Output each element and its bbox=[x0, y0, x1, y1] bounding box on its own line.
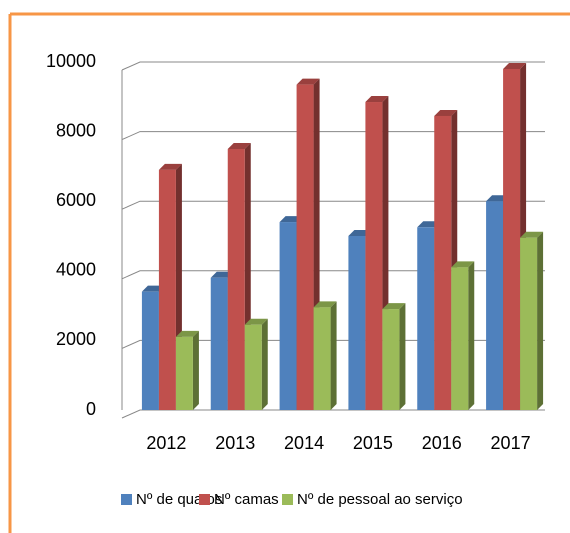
x-tick-label: 2017 bbox=[491, 433, 531, 453]
bar bbox=[520, 237, 538, 410]
bar-top bbox=[434, 109, 458, 116]
bar-side bbox=[537, 231, 544, 410]
bar-side bbox=[261, 318, 268, 410]
bar bbox=[451, 267, 469, 410]
bar-top bbox=[175, 330, 199, 337]
y-tick-label: 8000 bbox=[56, 120, 96, 140]
bar-side bbox=[330, 301, 337, 410]
bar bbox=[313, 307, 331, 410]
grid-line bbox=[121, 409, 545, 419]
bar-top bbox=[503, 62, 527, 69]
grid-line bbox=[121, 131, 545, 141]
bar bbox=[210, 277, 228, 410]
bar-side bbox=[192, 330, 199, 410]
bar bbox=[141, 291, 159, 410]
y-tick-label: 2000 bbox=[56, 329, 96, 349]
bar-top bbox=[382, 303, 406, 310]
x-tick-label: 2013 bbox=[215, 433, 255, 453]
x-tick-label: 2012 bbox=[146, 433, 186, 453]
legend-label: Nº de pessoal ao serviço bbox=[297, 491, 463, 508]
y-tick-label: 10000 bbox=[46, 51, 96, 71]
bar bbox=[227, 149, 245, 410]
bar bbox=[244, 324, 262, 410]
grid-line bbox=[121, 200, 545, 210]
bar-side bbox=[468, 261, 475, 410]
grid-line bbox=[121, 339, 545, 349]
grid-line bbox=[121, 61, 545, 71]
bar-side bbox=[399, 303, 406, 410]
bar-top bbox=[313, 301, 337, 308]
bar bbox=[175, 336, 193, 410]
y-tick-label: 6000 bbox=[56, 190, 96, 210]
bar-top bbox=[365, 96, 389, 103]
x-tick-label: 2016 bbox=[422, 433, 462, 453]
bar bbox=[348, 236, 366, 410]
y-tick-label: 4000 bbox=[56, 260, 96, 280]
bar bbox=[503, 68, 521, 411]
y-tick-label: 0 bbox=[86, 399, 96, 419]
bar bbox=[296, 84, 314, 411]
bar-top bbox=[227, 143, 251, 149]
legend-swatch bbox=[282, 494, 293, 505]
legend-swatch bbox=[121, 494, 132, 505]
bar-top bbox=[244, 318, 268, 325]
x-tick-label: 2015 bbox=[353, 433, 393, 453]
bar bbox=[158, 169, 176, 410]
legend-swatch bbox=[199, 494, 210, 505]
bar bbox=[486, 201, 504, 410]
bar-top bbox=[296, 78, 320, 85]
x-tick-label: 2014 bbox=[284, 433, 324, 453]
bar bbox=[434, 115, 452, 410]
grid-line bbox=[121, 270, 545, 280]
bar bbox=[417, 227, 435, 410]
bar-top bbox=[451, 261, 475, 268]
bar bbox=[365, 102, 383, 411]
bar bbox=[279, 222, 297, 410]
legend-label: Nº camas bbox=[214, 491, 279, 508]
bar-top bbox=[158, 163, 182, 170]
bar-top bbox=[520, 231, 544, 238]
bar bbox=[382, 309, 400, 410]
